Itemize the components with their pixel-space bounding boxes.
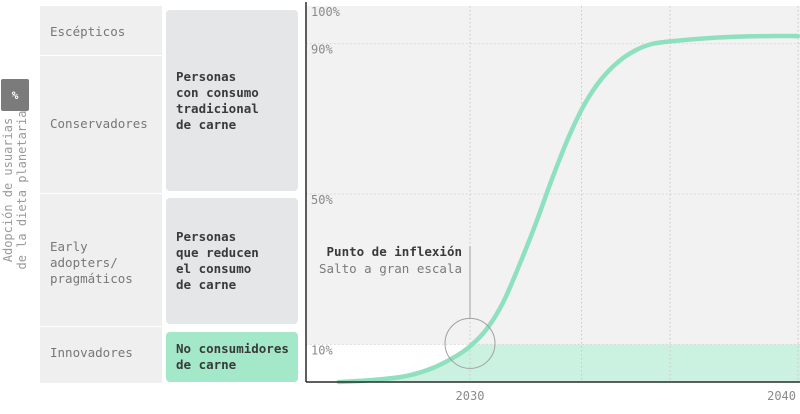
adoption-curve-line — [336, 33, 800, 385]
y-tick-label-100: 100% — [311, 5, 341, 19]
segment-label-escepticos: Escépticos — [50, 24, 126, 39]
lower-region-fill — [470, 344, 800, 382]
group-non-consumers: No consumidores de carne — [166, 332, 298, 382]
segment-conservadores-band — [40, 56, 162, 193]
group-non-consumers-label: No consumidores de carne — [176, 341, 289, 372]
x-tick-label-2030: 2030 — [456, 389, 485, 403]
segment-label-conservadores: Conservadores — [50, 116, 148, 131]
area-under-curve — [338, 344, 470, 382]
segment-label-innovadores: Innovadores — [50, 345, 133, 360]
group-traditional-consumers-label: Personas con consumo tradicional de carn… — [176, 68, 259, 132]
group-traditional-consumers: Personas con consumo tradicional de carn… — [166, 10, 298, 191]
percent-badge: % — [1, 79, 29, 111]
y-tick-label-10: 10% — [311, 343, 333, 357]
y-tick-label-90: 90% — [311, 43, 333, 57]
inflection-point-subtitle: Salto a gran escala — [319, 261, 462, 276]
inflection-point-title: Punto de inflexión — [327, 244, 462, 259]
y-tick-label-50: 50% — [311, 193, 333, 207]
segment-escepticos-band — [40, 6, 162, 55]
segment-innovadores-band — [40, 327, 162, 383]
group-reducers: Personas que reducen el consumo de carne — [166, 198, 298, 324]
group-reducers-label: Personas que reducen el consumo de carne — [176, 229, 259, 292]
segment-label-early-adopters: Early adopters/ pragmáticos — [50, 239, 133, 286]
segment-early-adopters-band — [40, 194, 162, 326]
x-tick-label-2040: 2040 — [767, 389, 796, 403]
